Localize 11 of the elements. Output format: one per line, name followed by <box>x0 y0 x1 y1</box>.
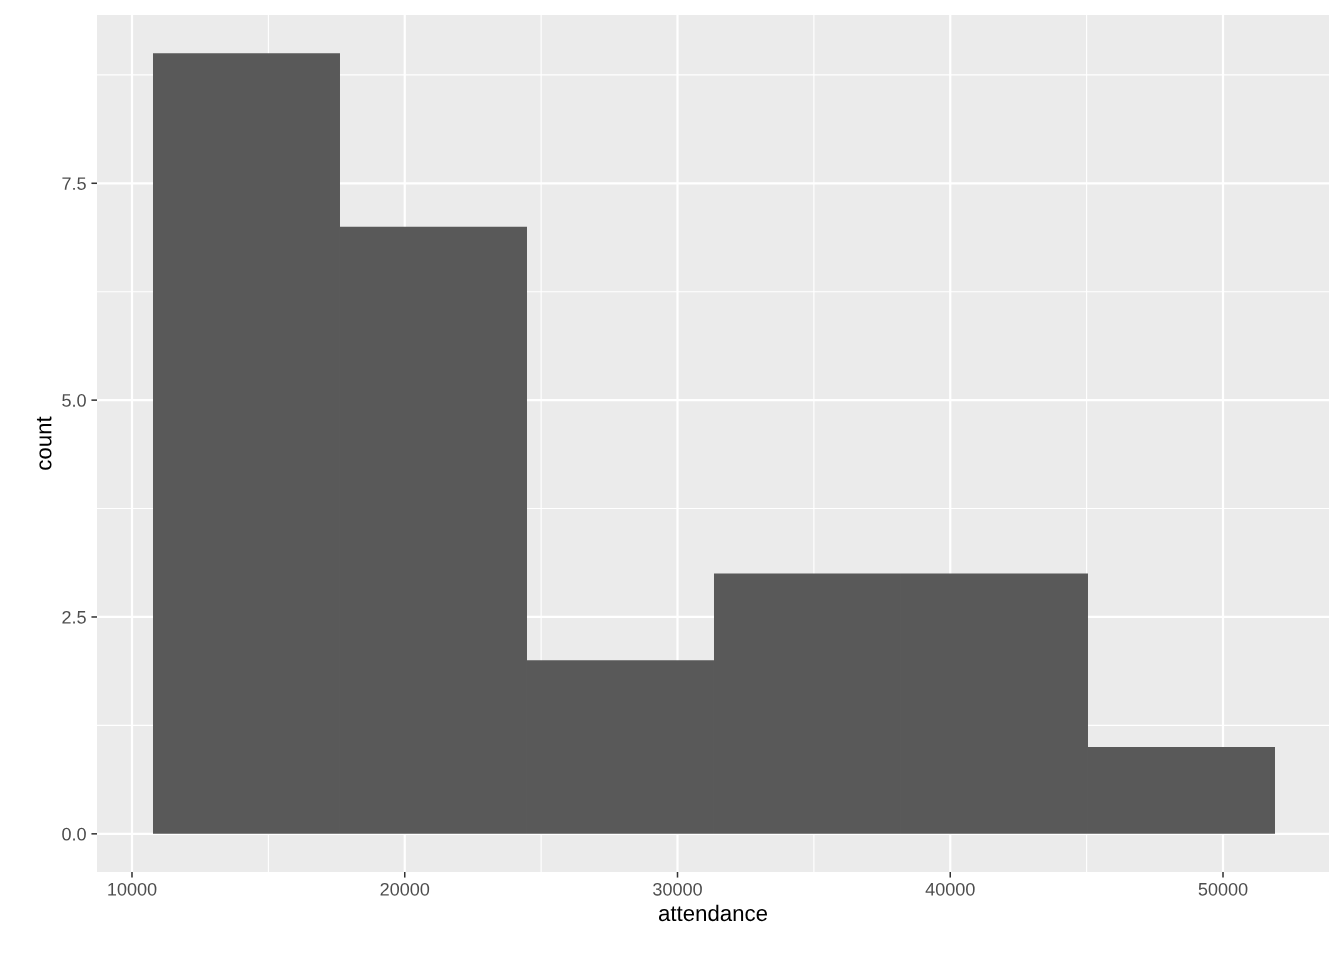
x-tick-label: 20000 <box>380 882 430 896</box>
y-tick-label: 2.5 <box>62 610 86 624</box>
y-tick-label: 7.5 <box>62 177 86 190</box>
y-tick-label: 5.0 <box>62 394 86 407</box>
x-tick-label: 50000 <box>1198 882 1248 896</box>
x-axis-title: attendance <box>658 904 767 922</box>
y-axis-title: count <box>36 416 52 470</box>
x-tick-label: 10000 <box>108 882 157 896</box>
x-tick-label: 30000 <box>653 882 702 896</box>
y-tick-label: 0.0 <box>62 827 86 841</box>
x-tick-label: 40000 <box>925 882 975 896</box>
